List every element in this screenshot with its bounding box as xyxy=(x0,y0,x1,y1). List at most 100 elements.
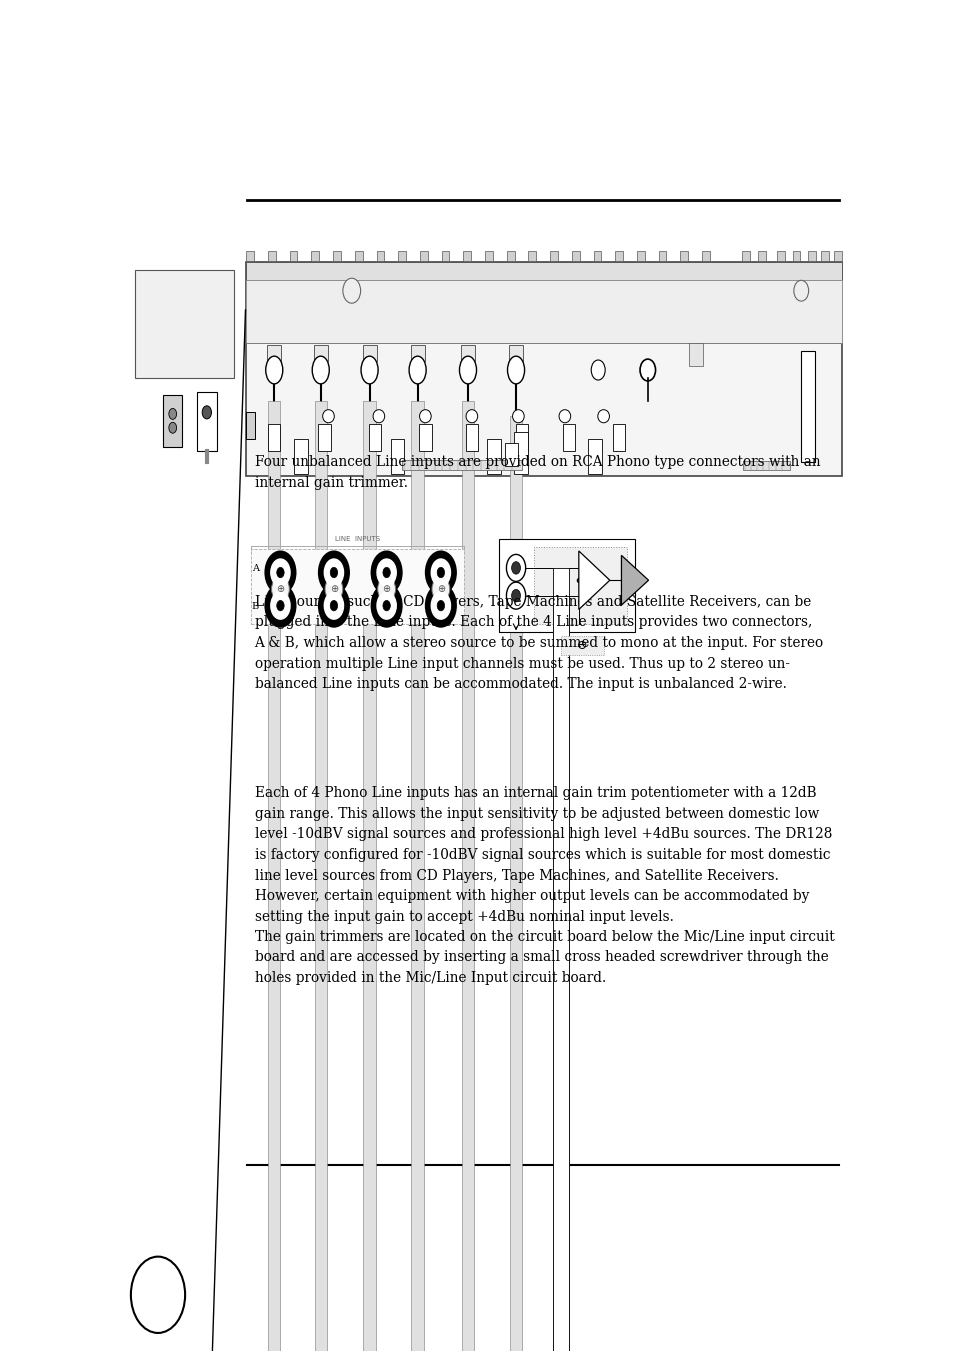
Text: 4: 4 xyxy=(277,612,283,620)
Circle shape xyxy=(325,577,342,601)
Bar xyxy=(757,251,765,261)
Bar xyxy=(245,262,841,476)
Bar xyxy=(612,424,624,451)
Bar xyxy=(553,567,568,1351)
Bar xyxy=(658,251,666,261)
Ellipse shape xyxy=(507,357,524,384)
Bar xyxy=(418,424,431,451)
Ellipse shape xyxy=(360,357,377,384)
Ellipse shape xyxy=(409,357,426,384)
Bar xyxy=(355,251,362,261)
Circle shape xyxy=(324,592,343,619)
Text: A: A xyxy=(252,563,258,573)
Circle shape xyxy=(276,567,284,578)
Bar xyxy=(505,443,517,466)
Circle shape xyxy=(436,567,444,578)
Circle shape xyxy=(271,592,290,619)
Circle shape xyxy=(342,278,360,303)
Bar xyxy=(268,401,280,1351)
Bar xyxy=(463,251,471,261)
Bar xyxy=(245,280,841,343)
Text: ⊖: ⊖ xyxy=(577,639,587,651)
Bar xyxy=(742,461,789,470)
Bar xyxy=(245,412,254,439)
Circle shape xyxy=(426,551,456,593)
Circle shape xyxy=(376,592,395,619)
Bar xyxy=(550,251,558,261)
Bar xyxy=(807,251,815,261)
Bar xyxy=(376,251,384,261)
Bar xyxy=(134,270,233,378)
Bar xyxy=(615,251,622,261)
Bar xyxy=(311,251,319,261)
Text: The gain trimmers are located on the circuit board below the Mic/Line input circ: The gain trimmers are located on the cir… xyxy=(254,929,834,985)
Bar xyxy=(688,343,702,366)
Ellipse shape xyxy=(466,409,477,423)
Bar xyxy=(741,251,749,261)
Bar xyxy=(553,596,568,1351)
Circle shape xyxy=(382,600,390,611)
Circle shape xyxy=(431,592,450,619)
Bar xyxy=(560,636,603,655)
Circle shape xyxy=(376,559,395,586)
Bar xyxy=(487,439,500,474)
Circle shape xyxy=(432,577,449,601)
Ellipse shape xyxy=(312,357,329,384)
Text: 3: 3 xyxy=(331,612,336,620)
Circle shape xyxy=(506,554,525,581)
Bar xyxy=(498,539,634,632)
Bar xyxy=(390,439,404,474)
Circle shape xyxy=(265,551,294,593)
Bar xyxy=(362,345,376,361)
Ellipse shape xyxy=(322,409,334,423)
Bar xyxy=(587,439,601,474)
Circle shape xyxy=(271,559,290,586)
Bar xyxy=(637,251,644,261)
Bar xyxy=(833,251,841,261)
Bar xyxy=(163,396,182,447)
Text: Line sources such as CD Players, Tape Machines and Satellite Receivers, can be
p: Line sources such as CD Players, Tape Ma… xyxy=(254,594,822,692)
Circle shape xyxy=(319,585,349,627)
Bar xyxy=(528,251,536,261)
Text: ⊕: ⊕ xyxy=(276,584,284,594)
Bar xyxy=(509,416,521,1351)
Ellipse shape xyxy=(419,409,431,423)
Bar xyxy=(268,424,280,451)
Bar xyxy=(268,251,275,261)
Bar xyxy=(679,251,687,261)
Text: 1: 1 xyxy=(437,612,443,620)
Bar xyxy=(562,424,575,451)
Circle shape xyxy=(793,280,808,301)
Text: 2: 2 xyxy=(384,612,389,620)
Circle shape xyxy=(202,405,212,419)
Bar xyxy=(314,401,327,1351)
Circle shape xyxy=(377,577,395,601)
Circle shape xyxy=(372,551,401,593)
Circle shape xyxy=(431,559,450,586)
Circle shape xyxy=(330,567,337,578)
Ellipse shape xyxy=(591,359,604,380)
Ellipse shape xyxy=(266,357,282,384)
Bar xyxy=(516,424,528,451)
Bar xyxy=(245,262,841,280)
Bar xyxy=(333,251,340,261)
Circle shape xyxy=(511,589,520,603)
Bar xyxy=(246,251,253,261)
Bar xyxy=(411,401,423,1351)
Ellipse shape xyxy=(558,409,570,423)
Bar xyxy=(777,251,784,261)
Text: ⊕: ⊕ xyxy=(330,584,337,594)
Bar xyxy=(465,424,477,451)
Text: Four unbalanced Line inputs are provided on RCA Phono type connectors with an
in: Four unbalanced Line inputs are provided… xyxy=(254,455,820,490)
Text: ⊕: ⊕ xyxy=(382,584,391,594)
Bar xyxy=(419,251,427,261)
Text: LINE  INPUTS: LINE INPUTS xyxy=(335,536,379,543)
Bar xyxy=(251,549,464,624)
Circle shape xyxy=(272,577,289,601)
Bar xyxy=(509,345,522,361)
Bar xyxy=(290,251,297,261)
Circle shape xyxy=(511,562,520,574)
Bar xyxy=(506,251,514,261)
Bar xyxy=(701,251,709,261)
Bar xyxy=(318,424,331,451)
